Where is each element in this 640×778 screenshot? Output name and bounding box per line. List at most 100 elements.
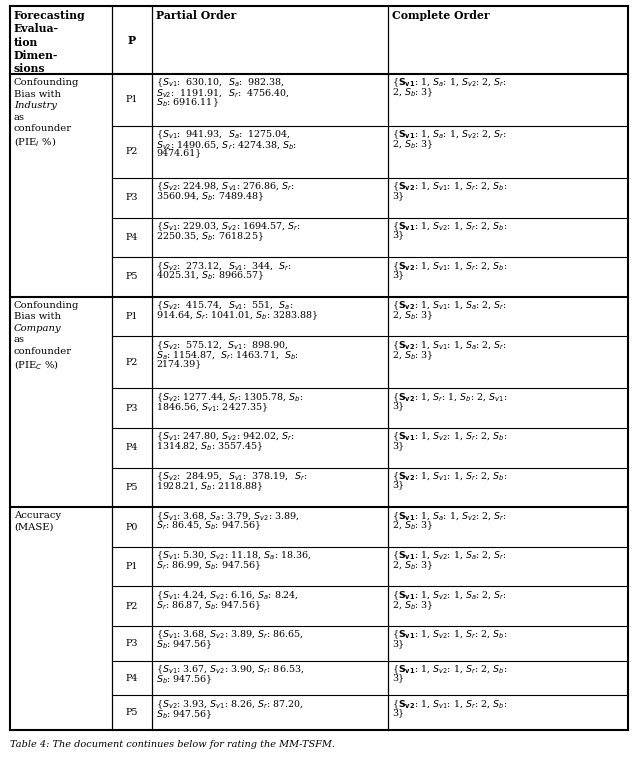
Text: $S_b$: 947.56}: $S_b$: 947.56} [156,639,212,651]
Text: 3}: 3} [392,480,404,489]
Text: P: P [128,34,136,45]
Text: 914.64, $S_r$: 1041.01, $S_b$: 3283.88}: 914.64, $S_r$: 1041.01, $S_b$: 3283.88} [156,310,318,322]
Text: 2, $S_b$: 3}: 2, $S_b$: 3} [392,310,434,322]
Text: P4: P4 [126,443,138,452]
Text: Confounding: Confounding [14,78,79,87]
Text: Accuracy: Accuracy [14,511,61,520]
Text: {$S_{v2}$: 1277.44, $S_r$: 1305.78, $S_b$:: {$S_{v2}$: 1277.44, $S_r$: 1305.78, $S_b… [156,391,303,404]
Text: 3}: 3} [392,674,404,682]
Text: {$\mathbf{S_{v2}}$: 1, $S_{v1}$: 1, $S_a$: 2, $S_r$:: {$\mathbf{S_{v2}}$: 1, $S_{v1}$: 1, $S_a… [392,300,507,312]
Text: P1: P1 [126,312,138,321]
Text: Table 4: The document continues below for rating the MM-TSFM.: Table 4: The document continues below fo… [10,740,335,749]
Text: $S_b$: 947.56}: $S_b$: 947.56} [156,674,212,686]
Text: {$S_{v1}$: 4.24, $S_{v2}$: 6.16, $S_a$: 8.24,: {$S_{v1}$: 4.24, $S_{v2}$: 6.16, $S_a$: … [156,590,299,602]
Text: $S_{v2}$: 1490.65, $S_r$: 4274.38, $S_b$:: $S_{v2}$: 1490.65, $S_r$: 4274.38, $S_b$… [156,138,297,151]
Text: {$\mathbf{S_{v2}}$: 1, $S_{v1}$: 1, $S_r$: 2, $S_b$:: {$\mathbf{S_{v2}}$: 1, $S_{v1}$: 1, $S_r… [392,260,508,272]
Text: {$S_{v2}$:  575.12,  $S_{v1}$:  898.90,: {$S_{v2}$: 575.12, $S_{v1}$: 898.90, [156,339,289,352]
Text: 4025.31, $S_b$: 8966.57}: 4025.31, $S_b$: 8966.57} [156,270,264,282]
Text: Industry: Industry [14,101,57,110]
Text: P5: P5 [125,708,138,717]
Text: {$S_{v1}$: 229.03, $S_{v2}$: 1694.57, $S_r$:: {$S_{v1}$: 229.03, $S_{v2}$: 1694.57, $S… [156,221,301,233]
Text: 3}: 3} [392,191,404,200]
Text: {$\mathbf{S_{v1}}$: 1, $S_a$: 1, $S_{v2}$: 2, $S_r$:: {$\mathbf{S_{v1}}$: 1, $S_a$: 1, $S_{v2}… [392,129,507,142]
Text: 3}: 3} [392,441,404,450]
Text: Forecasting
Evalua-
tion
Dimen-
sions: Forecasting Evalua- tion Dimen- sions [14,10,86,74]
Text: {$\mathbf{S_{v2}}$: 1, $S_{v1}$: 1, $S_r$: 2, $S_b$:: {$\mathbf{S_{v2}}$: 1, $S_{v1}$: 1, $S_r… [392,471,508,483]
Text: {$S_{v1}$: 3.67, $S_{v2}$: 3.90, $S_r$: 86.53,: {$S_{v1}$: 3.67, $S_{v2}$: 3.90, $S_r$: … [156,664,304,676]
Text: Bias with: Bias with [14,312,61,321]
Text: {$S_{v1}$:  941.93,  $S_a$:  1275.04,: {$S_{v1}$: 941.93, $S_a$: 1275.04, [156,129,291,142]
Text: P5: P5 [125,272,138,282]
Text: {$S_{v2}$: 224.98, $S_{v1}$: 276.86, $S_r$:: {$S_{v2}$: 224.98, $S_{v1}$: 276.86, $S_… [156,181,295,194]
Text: {$S_{v2}$: 3.93, $S_{v1}$: 8.26, $S_r$: 87.20,: {$S_{v2}$: 3.93, $S_{v1}$: 8.26, $S_r$: … [156,699,304,711]
Text: {$\mathbf{S_{v2}}$: 1, $S_r$: 1, $S_b$: 2, $S_{v1}$:: {$\mathbf{S_{v2}}$: 1, $S_r$: 1, $S_b$: … [392,391,508,404]
Text: {$\mathbf{S_{v1}}$: 1, $S_{v2}$: 1, $S_r$: 2, $S_b$:: {$\mathbf{S_{v1}}$: 1, $S_{v2}$: 1, $S_r… [392,629,508,642]
Text: (PIE$_{C}$ %): (PIE$_{C}$ %) [14,359,59,372]
Text: 2, $S_b$: 3}: 2, $S_b$: 3} [392,559,434,572]
Text: P0: P0 [126,523,138,531]
Text: P4: P4 [126,674,138,682]
Text: Complete Order: Complete Order [392,10,490,21]
Text: 2250.35, $S_b$: 7618.25}: 2250.35, $S_b$: 7618.25} [156,230,264,243]
Text: 2, $S_b$: 3}: 2, $S_b$: 3} [392,520,434,532]
Text: $S_r$: 86.87, $S_b$: 947.56}: $S_r$: 86.87, $S_b$: 947.56} [156,599,261,612]
Text: 3}: 3} [392,230,404,240]
Text: {$S_{v1}$: 3.68, $S_a$: 3.79, $S_{v2}$: 3.89,: {$S_{v1}$: 3.68, $S_a$: 3.79, $S_{v2}$: … [156,510,299,523]
Text: 3}: 3} [392,708,404,717]
Text: 2, $S_b$: 3}: 2, $S_b$: 3} [392,599,434,612]
Text: Partial Order: Partial Order [156,10,236,21]
Text: P2: P2 [126,148,138,156]
Text: 9474.61}: 9474.61} [156,149,201,158]
Text: {$S_{v1}$: 247.80, $S_{v2}$: 942.02, $S_r$:: {$S_{v1}$: 247.80, $S_{v2}$: 942.02, $S_… [156,431,295,443]
Text: {$S_{v1}$:  630.10,  $S_a$:  982.38,: {$S_{v1}$: 630.10, $S_a$: 982.38, [156,77,285,89]
Text: 2, $S_b$: 3}: 2, $S_b$: 3} [392,138,434,151]
Text: {$\mathbf{S_{v2}}$: 1, $S_{v1}$: 1, $S_r$: 2, $S_b$:: {$\mathbf{S_{v2}}$: 1, $S_{v1}$: 1, $S_r… [392,699,508,711]
Text: {$\mathbf{S_{v1}}$: 1, $S_{v2}$: 1, $S_r$: 2, $S_b$:: {$\mathbf{S_{v1}}$: 1, $S_{v2}$: 1, $S_r… [392,221,508,233]
Text: $S_b$: 947.56}: $S_b$: 947.56} [156,708,212,720]
Text: {$\mathbf{S_{v2}}$: 1, $S_{v1}$: 1, $S_a$: 2, $S_r$:: {$\mathbf{S_{v2}}$: 1, $S_{v1}$: 1, $S_a… [392,339,507,352]
Text: 3}: 3} [392,401,404,410]
Text: 1314.82, $S_b$: 3557.45}: 1314.82, $S_b$: 3557.45} [156,441,264,454]
Text: P1: P1 [126,562,138,571]
Text: {$S_{v2}$:  273.12,  $S_{v1}$:  344,  $S_r$:: {$S_{v2}$: 273.12, $S_{v1}$: 344, $S_r$: [156,260,292,272]
Text: {$S_{v1}$: 5.30, $S_{v2}$: 11.18, $S_a$: 18.36,: {$S_{v1}$: 5.30, $S_{v2}$: 11.18, $S_a$:… [156,550,312,562]
Text: {$S_{v2}$:  415.74,  $S_{v1}$:  551,  $S_a$:: {$S_{v2}$: 415.74, $S_{v1}$: 551, $S_a$: [156,300,294,312]
Text: 2174.39}: 2174.39} [156,359,201,368]
Text: confounder: confounder [14,347,72,356]
Text: P3: P3 [125,404,138,412]
Text: Confounding: Confounding [14,301,79,310]
Text: 2, $S_b$: 3}: 2, $S_b$: 3} [392,349,434,362]
Text: 1846.56, $S_{v1}$: 2427.35}: 1846.56, $S_{v1}$: 2427.35} [156,401,268,414]
Text: as: as [14,113,25,121]
Text: {$S_{v2}$:  284.95,  $S_{v1}$:  378.19,  $S_r$:: {$S_{v2}$: 284.95, $S_{v1}$: 378.19, $S_… [156,471,307,483]
Text: {$\mathbf{S_{v2}}$: 1, $S_{v1}$: 1, $S_r$: 2, $S_b$:: {$\mathbf{S_{v2}}$: 1, $S_{v1}$: 1, $S_r… [392,181,508,194]
Text: 3}: 3} [392,639,404,648]
Text: as: as [14,335,25,345]
Text: 2, $S_b$: 3}: 2, $S_b$: 3} [392,87,434,100]
Text: confounder: confounder [14,124,72,133]
Text: $S_r$: 86.99, $S_b$: 947.56}: $S_r$: 86.99, $S_b$: 947.56} [156,559,261,572]
Text: {$\mathbf{S_{v1}}$: 1, $S_{v2}$: 1, $S_a$: 2, $S_r$:: {$\mathbf{S_{v1}}$: 1, $S_{v2}$: 1, $S_a… [392,590,507,602]
Text: P4: P4 [126,233,138,242]
Text: {$\mathbf{S_{v1}}$: 1, $S_{v2}$: 1, $S_r$: 2, $S_b$:: {$\mathbf{S_{v1}}$: 1, $S_{v2}$: 1, $S_r… [392,664,508,676]
Text: {$\mathbf{S_{v1}}$: 1, $S_{v2}$: 1, $S_a$: 2, $S_r$:: {$\mathbf{S_{v1}}$: 1, $S_{v2}$: 1, $S_a… [392,550,507,562]
Text: $S_{v2}$:  1191.91,  $S_r$:  4756.40,: $S_{v2}$: 1191.91, $S_r$: 4756.40, [156,87,289,99]
Text: {$\mathbf{S_{v1}}$: 1, $S_a$: 1, $S_{v2}$: 2, $S_r$:: {$\mathbf{S_{v1}}$: 1, $S_a$: 1, $S_{v2}… [392,510,507,523]
Text: $S_b$: 6916.11}: $S_b$: 6916.11} [156,96,219,109]
Text: P2: P2 [126,358,138,367]
Text: $S_r$: 86.45, $S_b$: 947.56}: $S_r$: 86.45, $S_b$: 947.56} [156,520,261,532]
Text: 3560.94, $S_b$: 7489.48}: 3560.94, $S_b$: 7489.48} [156,191,264,203]
Text: 1928.21, $S_b$: 2118.88}: 1928.21, $S_b$: 2118.88} [156,480,264,493]
Text: P5: P5 [125,483,138,492]
Text: P2: P2 [126,601,138,611]
Text: (PIE$_{I}$ %): (PIE$_{I}$ %) [14,135,56,149]
Text: 3}: 3} [392,270,404,279]
Text: P3: P3 [125,193,138,202]
Text: Bias with: Bias with [14,89,61,99]
Text: {$\mathbf{S_{v1}}$: 1, $S_{v2}$: 1, $S_r$: 2, $S_b$:: {$\mathbf{S_{v1}}$: 1, $S_{v2}$: 1, $S_r… [392,431,508,443]
Text: {$\mathbf{S_{v1}}$: 1, $S_a$: 1, $S_{v2}$: 2, $S_r$:: {$\mathbf{S_{v1}}$: 1, $S_a$: 1, $S_{v2}… [392,77,507,89]
Text: P1: P1 [126,96,138,104]
Text: $S_a$: 1154.87,  $S_r$: 1463.71,  $S_b$:: $S_a$: 1154.87, $S_r$: 1463.71, $S_b$: [156,349,299,361]
Text: P3: P3 [125,639,138,648]
Text: Company: Company [14,324,61,333]
